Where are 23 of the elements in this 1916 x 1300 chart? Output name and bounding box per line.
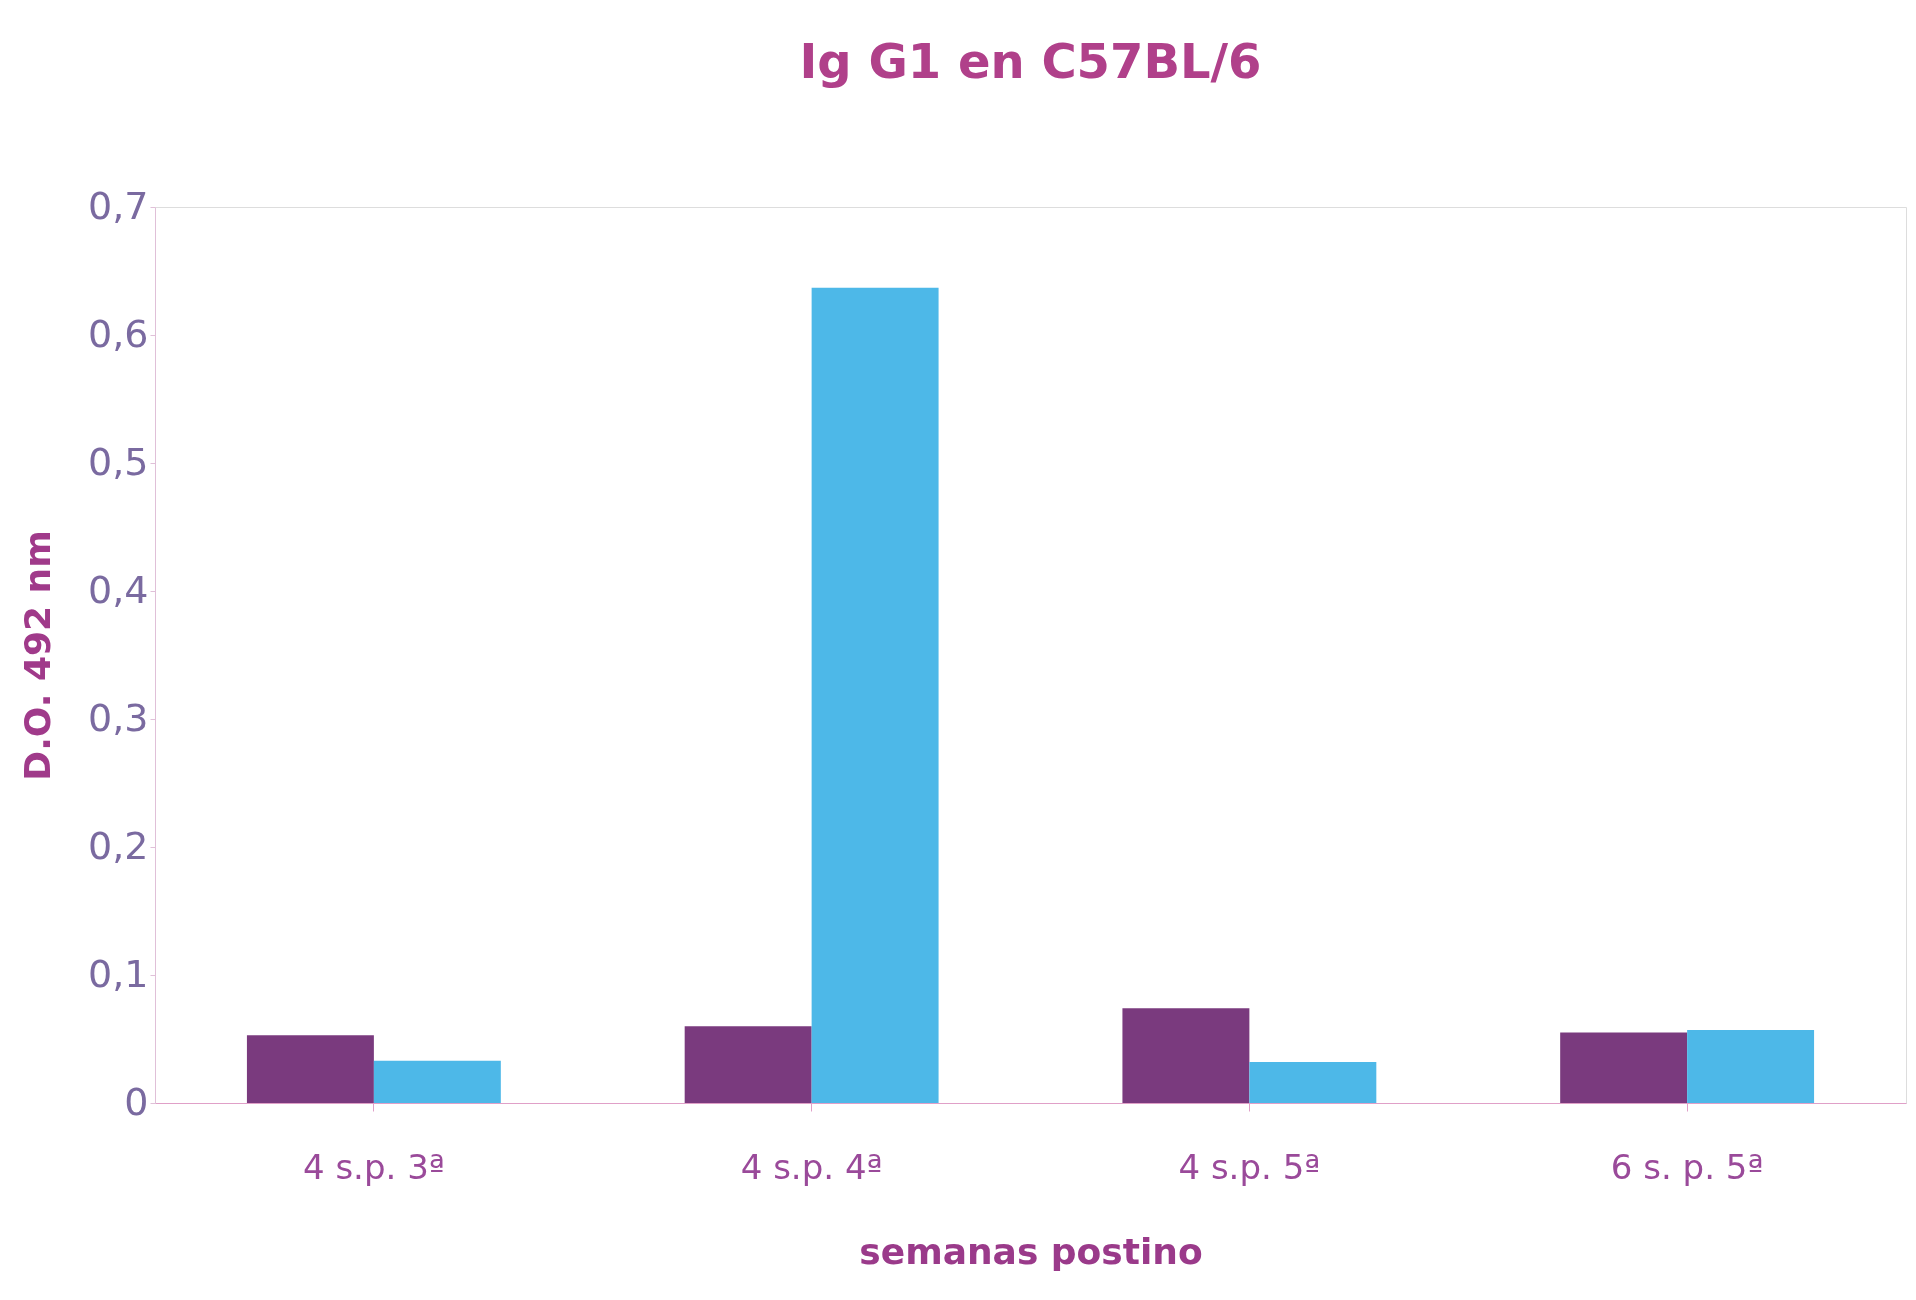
bar xyxy=(1560,1032,1688,1103)
x-axis-title: semanas postino xyxy=(859,1230,1203,1272)
x-tick-label: 4 s.p. 5ª xyxy=(1178,1146,1321,1187)
x-tick-label: 6 s. p. 5ª xyxy=(1610,1146,1764,1187)
y-tick-label: 0,1 xyxy=(88,951,149,996)
y-tick-label: 0,3 xyxy=(88,695,149,740)
y-tick-label: 0,5 xyxy=(88,439,149,484)
y-axis-title: D.O. 492 nm xyxy=(17,530,59,781)
bar xyxy=(373,1060,501,1103)
y-tick-label: 0,2 xyxy=(88,823,149,868)
bar xyxy=(246,1035,374,1103)
bar xyxy=(1687,1030,1815,1103)
bar xyxy=(1249,1062,1377,1103)
chart-title: Ig G1 en C57BL/6 xyxy=(799,33,1262,89)
y-tick-label: 0,4 xyxy=(88,567,149,612)
y-tick-label: 0 xyxy=(124,1079,149,1124)
y-tick-label: 0,7 xyxy=(88,183,149,228)
y-tick-label: 0,6 xyxy=(88,311,149,356)
x-tick-label: 4 s.p. 3ª xyxy=(302,1146,445,1187)
x-tick-label: 4 s.p. 4ª xyxy=(740,1146,883,1187)
bar xyxy=(811,287,939,1103)
bar xyxy=(684,1026,812,1103)
bar xyxy=(1122,1008,1250,1103)
